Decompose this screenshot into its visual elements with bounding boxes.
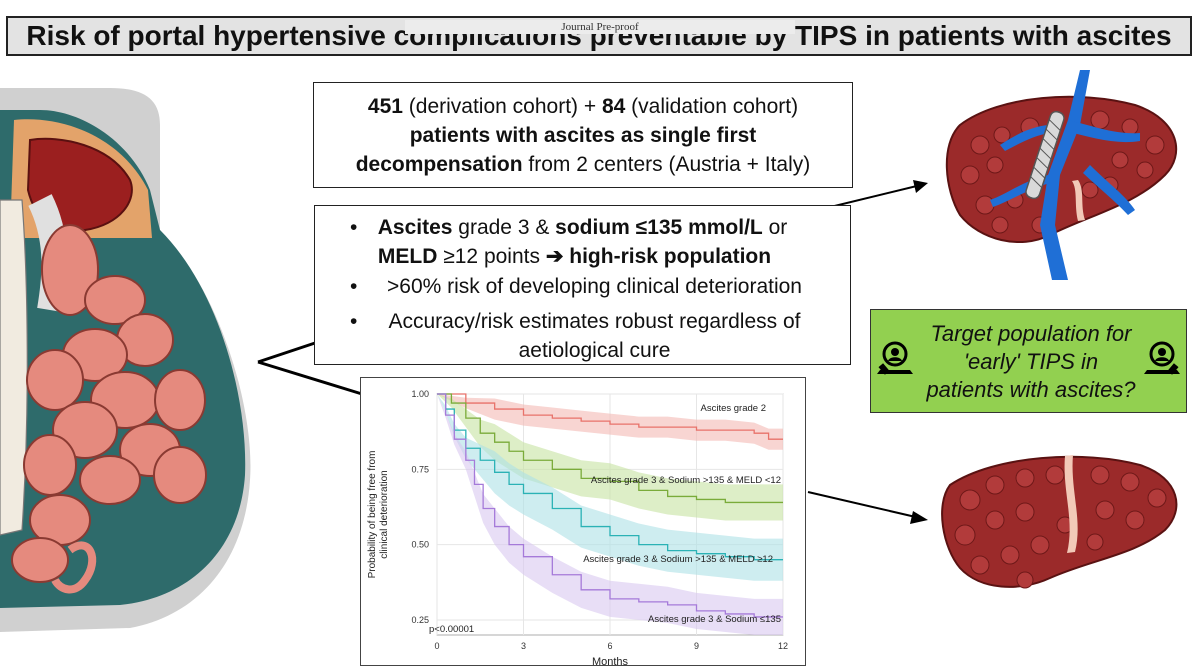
km-series-line	[437, 393, 783, 504]
bullet1-grade: grade 3 &	[452, 216, 556, 239]
journal-watermark: Journal Pre-proof	[405, 20, 795, 34]
bullet3-text: Accuracy/risk estimates robust regardles…	[388, 310, 801, 333]
search-person-icon	[1144, 341, 1180, 375]
y-tick-label: 0.50	[411, 540, 429, 550]
km-chart: 1.00 0.75 0.50 0.25 0 3 6 9 12 Ascites grade 2 Asc…	[360, 377, 806, 667]
bullet-accuracy: • Accuracy/risk estimates robust regardl…	[327, 307, 862, 336]
bullet-high-risk-cont: MELD ≥12 points ➔ high-risk population	[307, 242, 842, 271]
bullet1-meld: MELD	[377, 245, 438, 268]
bullet-dot: •	[350, 275, 358, 298]
target-line1: Target population for	[930, 321, 1132, 346]
series-label: Ascites grade 2	[701, 403, 766, 414]
x-tick-label: 0	[434, 641, 439, 651]
arrow-icon: ➔	[545, 245, 564, 268]
km-plot: 1.00 0.75 0.50 0.25 0 3 6 9 12 Ascites grade 2 Asc…	[367, 389, 788, 667]
p-value-label: p<0.00001	[429, 624, 474, 635]
y-tick-label: 0.25	[411, 615, 429, 625]
y-axis-label: Probability of being free from	[367, 451, 378, 579]
derivation-count: 451	[367, 95, 403, 118]
abdomen-illustration	[0, 88, 251, 632]
km-series-line	[437, 393, 783, 440]
ci-band	[437, 394, 783, 635]
findings-box: • Ascites grade 3 & sodium ≤135 mmol/L o…	[314, 205, 851, 365]
ci-band	[437, 394, 783, 581]
search-person-icon	[877, 341, 913, 375]
bullet1-sodium: sodium ≤135 mmol/L	[555, 216, 763, 239]
x-tick-label: 12	[778, 641, 788, 651]
bullet-dot: •	[350, 310, 358, 333]
cohort-bold-start: decompensation	[355, 153, 523, 176]
bullet-high-risk: • Ascites grade 3 & sodium ≤135 mmol/L o…	[315, 213, 850, 242]
y-tick-label: 1.00	[411, 389, 429, 399]
bullet1-or: or	[762, 216, 788, 239]
bullet-dot: •	[350, 216, 358, 239]
bullet1-ascites: Ascites	[377, 216, 453, 239]
validation-label: (validation cohort)	[625, 95, 799, 118]
bullet-accuracy-cont: aetiological cure	[327, 336, 862, 365]
x-tick-label: 3	[521, 641, 526, 651]
cohort-box: 451 (derivation cohort) + 84 (validation…	[313, 82, 853, 188]
series-label: Ascites grade 3 & Sodium >135 & MELD <12	[591, 475, 781, 486]
bullet1-points: ≥12 points	[437, 245, 546, 268]
x-tick-label: 6	[607, 641, 612, 651]
bullet1-population: high-risk population	[563, 245, 772, 268]
y-axis-label: clinical deterioration	[379, 470, 390, 558]
series-label: Ascites grade 3 & Sodium ≤135	[648, 614, 781, 625]
cohort-centers: from 2 centers (Austria + Italy)	[522, 153, 811, 176]
liver-tips-illustration	[945, 70, 1178, 280]
target-population-box: Target population for 'early' TIPS in pa…	[870, 309, 1187, 413]
target-line3: patients with ascites?	[926, 377, 1136, 402]
km-series-line	[437, 393, 783, 618]
liver-illustration	[941, 455, 1178, 589]
cohort-bold-line: patients with ascites as single first	[409, 124, 757, 147]
ci-band	[437, 394, 783, 521]
bullet-risk: • >60% risk of developing clinical deter…	[327, 272, 862, 301]
validation-count: 84	[601, 95, 626, 118]
x-axis-label: Months	[592, 656, 629, 667]
derivation-label: (derivation cohort) +	[402, 95, 602, 118]
y-tick-label: 0.75	[411, 464, 429, 474]
km-series-line	[437, 393, 783, 561]
series-label: Ascites grade 3 & Sodium >135 & MELD ≥12	[583, 554, 773, 565]
target-line2: 'early' TIPS in	[963, 349, 1099, 374]
bullet3-text-cont: aetiological cure	[518, 339, 671, 362]
x-tick-label: 9	[694, 641, 699, 651]
bullet2-text: >60% risk of developing clinical deterio…	[387, 275, 802, 298]
